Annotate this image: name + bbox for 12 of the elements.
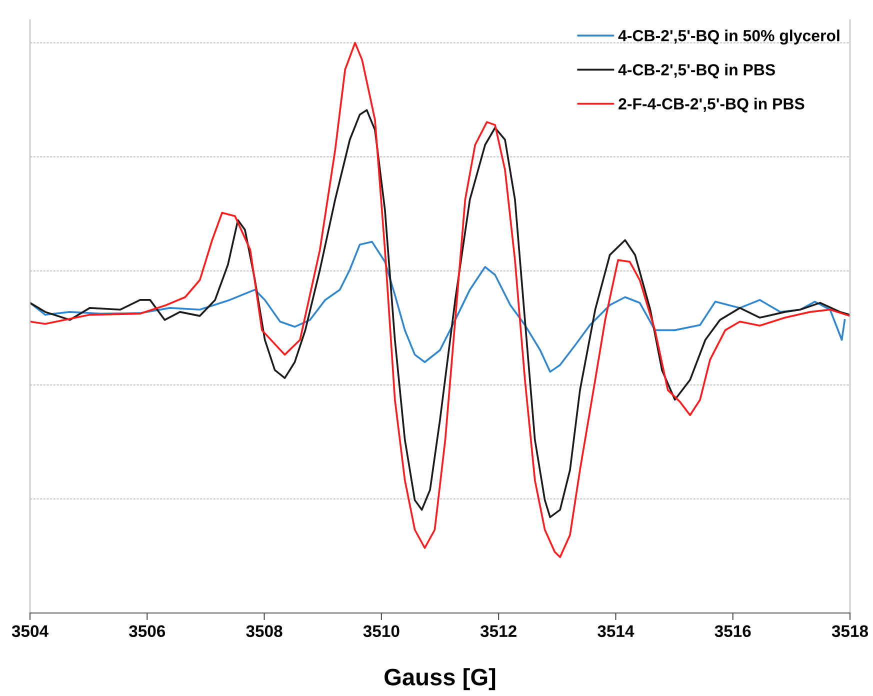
x-tick-label: 3508 — [246, 625, 282, 638]
legend-label: 2-F-4-CB-2',5'-BQ in PBS — [618, 98, 804, 112]
x-tick-label: 3512 — [480, 625, 516, 638]
x-tick-label: 3506 — [128, 625, 166, 638]
x-tick-label: 3518 — [832, 625, 868, 638]
legend-label: 4-CB-2',5'-BQ in 50% glycerol — [618, 30, 840, 45]
legend-label: 4-CB-2',5'-BQ in PBS — [618, 64, 775, 78]
x-tick-label: 3514 — [598, 625, 634, 638]
x-tick-label: 3516 — [714, 625, 751, 638]
x-tick-label: 3504 — [12, 625, 48, 638]
x-axis-title: Gauss [G] — [384, 668, 496, 690]
x-tick-label: 3510 — [363, 625, 400, 638]
